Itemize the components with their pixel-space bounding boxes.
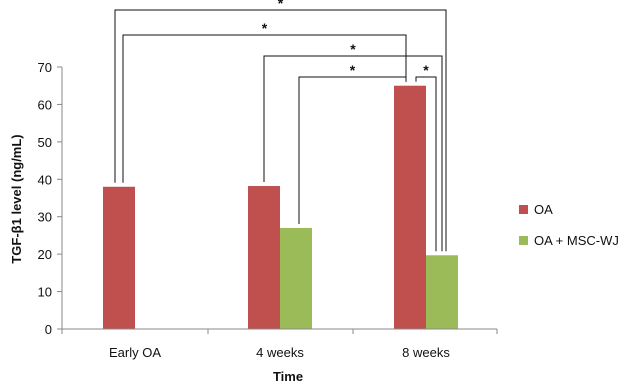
significance-bracket <box>114 9 447 252</box>
significance-bracket <box>263 55 443 252</box>
significance-star: * <box>278 0 284 11</box>
significance-bracket <box>415 76 437 252</box>
significance-star: * <box>350 41 356 57</box>
bar-oa-early-oa <box>103 186 135 329</box>
x-tick-label-4-weeks: 4 weeks <box>256 345 304 360</box>
bar-oa-4-weeks <box>248 186 280 329</box>
significance-star: * <box>350 62 356 78</box>
legend-swatch-oa-msc-wj <box>519 236 528 245</box>
x-tick-label-early-oa: Early OA <box>109 345 161 360</box>
y-tick-label: 40 <box>38 172 52 187</box>
y-tick-label: 0 <box>45 322 52 337</box>
y-tick-label: 20 <box>38 247 52 262</box>
y-tick-label: 30 <box>38 210 52 225</box>
significance-bracket <box>298 76 407 224</box>
y-axis-title: TGF-β1 level (ng/mL) <box>9 134 24 263</box>
y-tick-label: 70 <box>38 60 52 75</box>
legend-swatch-oa <box>519 205 528 214</box>
significance-brackets: * * * * * <box>114 0 447 252</box>
y-tick-label: 60 <box>38 97 52 112</box>
significance-star: * <box>262 20 268 36</box>
axes <box>61 67 497 330</box>
bars <box>103 85 458 329</box>
legend-label-oa-msc-wj: OA + MSC-WJ <box>534 233 619 248</box>
bar-oa-msc-wj-8-weeks <box>426 255 458 329</box>
y-tick-label: 10 <box>38 285 52 300</box>
ticks: 0 10 20 30 40 50 60 70 Early OA 4 weeks 8 weeks <box>38 60 498 360</box>
x-tick-label-8-weeks: 8 weeks <box>402 345 450 360</box>
significance-bracket <box>122 34 407 183</box>
legend-label-oa: OA <box>534 202 553 217</box>
bar-oa-8-weeks <box>394 85 426 329</box>
significance-star: * <box>423 62 429 78</box>
y-tick-label: 50 <box>38 135 52 150</box>
legend: OA OA + MSC-WJ <box>519 202 619 248</box>
bar-oa-msc-wj-4-weeks <box>280 227 312 329</box>
x-axis-title: Time <box>273 369 303 384</box>
